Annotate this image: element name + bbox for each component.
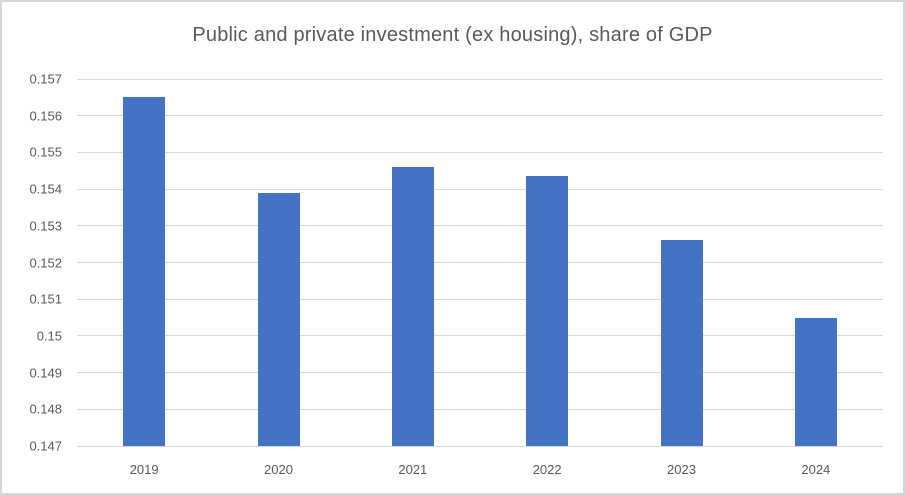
y-tick-label: 0.15 [36,328,62,344]
bar-2024 [794,317,837,446]
x-tick-label: 2024 [801,462,831,477]
x-tick-label: 2021 [398,462,428,477]
y-tick-label: 0.157 [29,71,62,87]
y-tick-label: 0.148 [29,401,62,417]
gridline [77,335,883,337]
y-tick-label: 0.156 [29,108,62,124]
bar-2022 [526,176,569,446]
gridline [77,115,883,117]
bar-2023 [660,240,703,446]
gridline [77,372,883,374]
gridline [77,78,883,80]
y-tick-label: 0.154 [29,181,62,197]
gridline [77,298,883,300]
gridline [77,445,883,447]
y-tick-label: 0.152 [29,255,62,270]
x-tick-label: 2020 [264,462,293,477]
bar-2019 [123,97,166,446]
bar-2021 [391,167,434,446]
gridline [77,262,883,263]
x-tick-label: 2022 [532,462,562,477]
bar-2020 [257,192,300,446]
y-tick-label: 0.151 [29,291,62,307]
plot-area [77,78,883,447]
chart-title: Public and private investment (ex housin… [192,24,713,46]
y-tick-label: 0.149 [29,365,62,381]
gridline [77,225,883,227]
gridline [77,188,883,190]
gridline [77,151,883,153]
x-tick-label: 2019 [129,462,159,477]
gridline [77,408,883,410]
y-tick-label: 0.155 [29,144,62,160]
y-tick-label: 0.147 [29,438,62,454]
y-tick-label: 0.153 [29,218,62,234]
x-tick-label: 2023 [667,462,696,477]
